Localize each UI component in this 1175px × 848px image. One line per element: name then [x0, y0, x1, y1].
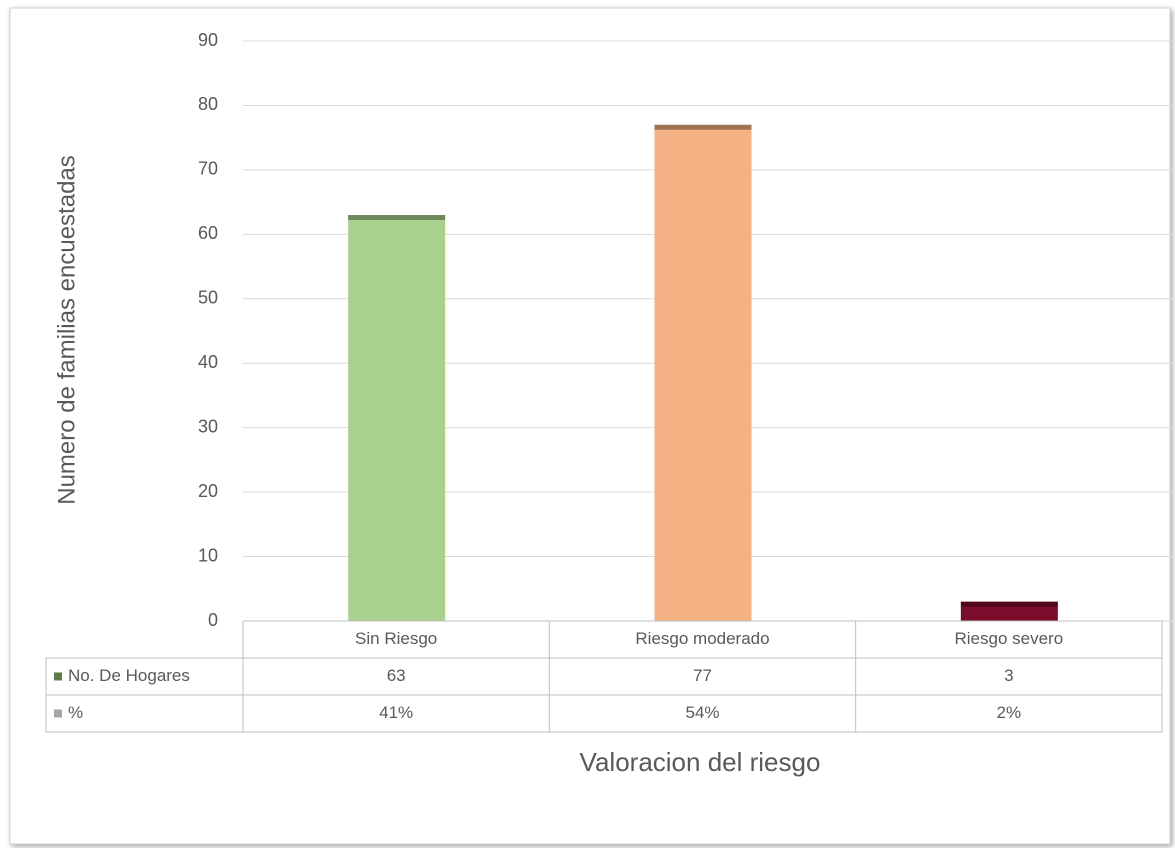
bar-cap	[654, 124, 752, 130]
data-table: Sin Riesgo Riesgo moderado Riesgo severo No…	[45, 620, 1163, 733]
table-value: 63	[387, 666, 406, 685]
bar	[960, 601, 1058, 621]
bar	[654, 124, 752, 622]
x-tick-label: Riesgo moderado	[635, 629, 769, 648]
y-tick-label: 20	[198, 481, 218, 501]
table-value: 41%	[379, 703, 413, 722]
bar-cap	[348, 215, 446, 220]
legend-key	[54, 709, 62, 718]
x-axis-title: Valoracion del riesgo	[580, 747, 821, 777]
table-value: 3	[1004, 666, 1013, 685]
y-tick-label: 80	[198, 94, 218, 114]
legend-label: No. De Hogares	[68, 666, 190, 685]
table-value: 77	[693, 666, 712, 685]
legend-key	[54, 672, 62, 681]
x-tick-label: Sin Riesgo	[355, 629, 437, 648]
legend-label: %	[68, 703, 83, 722]
x-tick-label: Riesgo severo	[954, 629, 1063, 648]
bars	[348, 124, 1058, 622]
bar-cap	[960, 601, 1058, 607]
y-tick-label: 30	[198, 416, 218, 436]
y-tick-label: 40	[198, 352, 218, 372]
bar	[348, 215, 446, 621]
y-tick-label: 10	[198, 545, 218, 565]
y-tick-label: 0	[208, 610, 218, 630]
table-value: 54%	[685, 703, 719, 722]
y-tick-label: 50	[198, 288, 218, 308]
y-tick-label: 60	[198, 223, 218, 243]
chart-frame	[9, 7, 1171, 845]
table-value: 2%	[997, 703, 1022, 722]
y-axis-title: Numero de familias encuestadas	[53, 155, 80, 505]
y-tick-label: 90	[198, 30, 218, 50]
y-tick-label: 70	[198, 159, 218, 179]
